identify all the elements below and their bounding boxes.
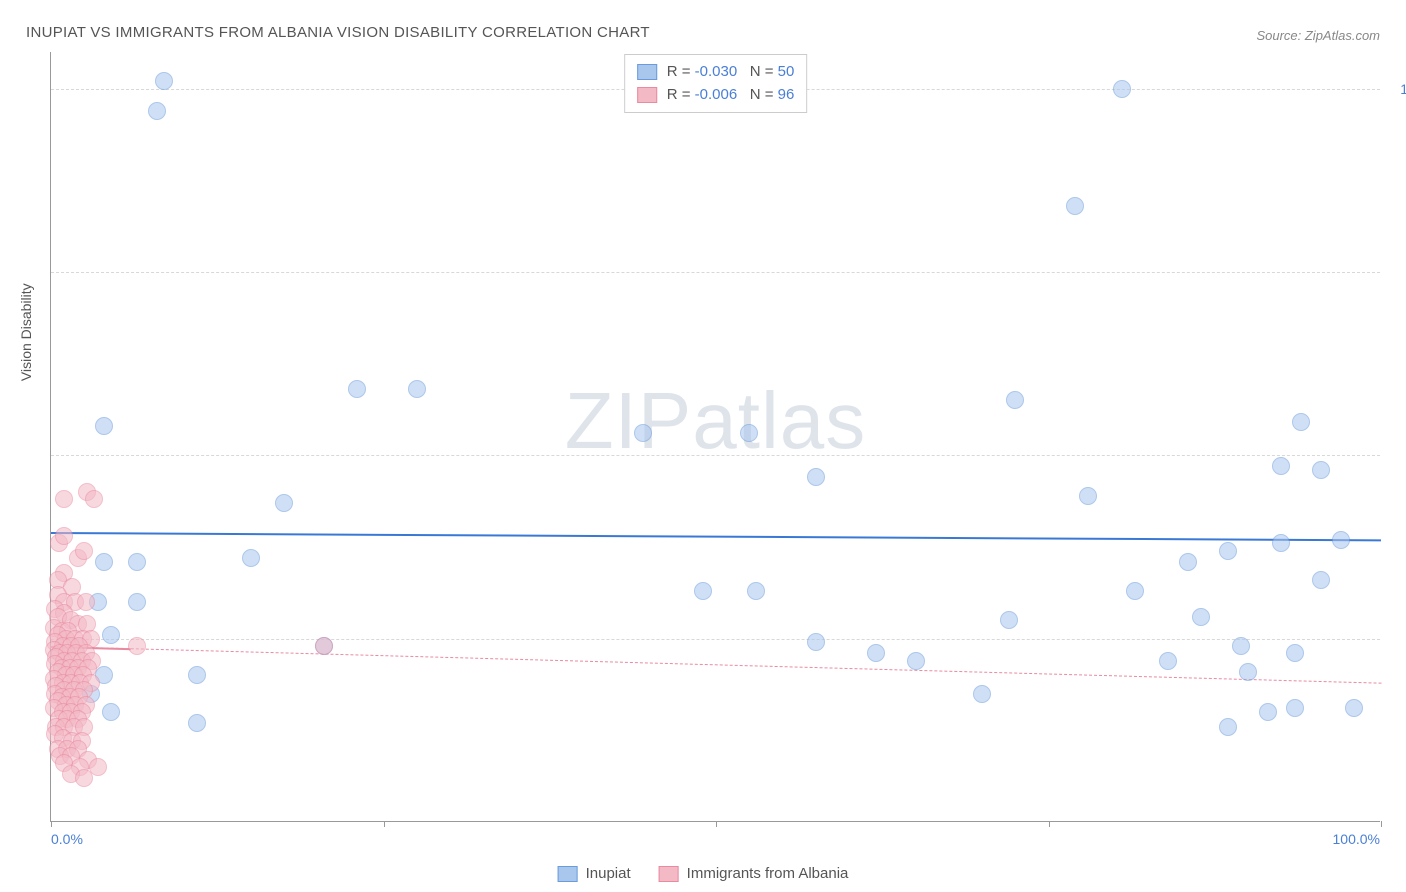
stats-row: R = -0.006 N = 96 [637,84,795,107]
data-point [242,549,260,567]
data-point [907,652,925,670]
data-point [275,494,293,512]
x-tick [1049,821,1050,827]
legend-swatch [637,87,657,103]
data-point [85,490,103,508]
data-point [1332,531,1350,549]
data-point [148,102,166,120]
data-point [1192,608,1210,626]
legend-item: Immigrants from Albania [659,865,849,882]
legend-item: Inupiat [558,865,631,882]
stats-legend: R = -0.030 N = 50R = -0.006 N = 96 [624,54,808,113]
trend-line [51,646,1381,684]
legend-label: Immigrants from Albania [687,865,849,882]
data-point [128,553,146,571]
plot-area: ZIPatlas 2.5%5.0%7.5%10.0%0.0%100.0%R = … [50,52,1380,822]
source-label: Source: ZipAtlas.com [1256,28,1380,43]
stats-row: R = -0.030 N = 50 [637,61,795,84]
data-point [1286,644,1304,662]
data-point [1272,457,1290,475]
y-tick-label: 2.5% [1385,631,1406,647]
gridline [51,455,1380,456]
data-point [1159,652,1177,670]
data-point [1219,718,1237,736]
data-point [75,769,93,787]
legend-bottom: Inupiat Immigrants from Albania [558,865,849,882]
legend-label: Inupiat [586,865,631,882]
data-point [1179,553,1197,571]
data-point [1113,80,1131,98]
x-tick [716,821,717,827]
data-point [1292,413,1310,431]
data-point [55,527,73,545]
data-point [95,417,113,435]
data-point [1259,703,1277,721]
data-point [75,542,93,560]
data-point [1219,542,1237,560]
data-point [1126,582,1144,600]
data-point [1312,571,1330,589]
data-point [1000,611,1018,629]
chart-title: INUPIAT VS IMMIGRANTS FROM ALBANIA VISIO… [26,24,650,41]
x-tick [51,821,52,827]
data-point [155,72,173,90]
legend-swatch [637,64,657,80]
y-axis-label: Vision Disability [18,283,34,381]
data-point [1272,534,1290,552]
stats-text: R = -0.030 N = 50 [667,61,795,84]
x-axis-left-label: 0.0% [51,831,83,847]
data-point [188,714,206,732]
data-point [1345,699,1363,717]
data-point [348,380,366,398]
data-point [315,637,333,655]
gridline [51,272,1380,273]
data-point [128,593,146,611]
watermark: ZIPatlas [565,375,866,467]
data-point [973,685,991,703]
trend-line [51,532,1381,541]
data-point [747,582,765,600]
data-point [55,490,73,508]
data-point [740,424,758,442]
y-tick-label: 10.0% [1385,81,1406,97]
data-point [102,626,120,644]
gridline [51,639,1380,640]
data-point [867,644,885,662]
data-point [1006,391,1024,409]
data-point [1232,637,1250,655]
data-point [694,582,712,600]
x-tick [1381,821,1382,827]
data-point [188,666,206,684]
data-point [77,593,95,611]
data-point [1066,197,1084,215]
x-axis-right-label: 100.0% [1333,831,1380,847]
data-point [128,637,146,655]
data-point [1239,663,1257,681]
y-tick-label: 5.0% [1385,447,1406,463]
data-point [408,380,426,398]
stats-text: R = -0.006 N = 96 [667,84,795,107]
data-point [807,468,825,486]
data-point [634,424,652,442]
x-tick [384,821,385,827]
y-tick-label: 7.5% [1385,264,1406,280]
data-point [1286,699,1304,717]
legend-swatch [558,866,578,882]
data-point [1079,487,1097,505]
legend-swatch [659,866,679,882]
data-point [1312,461,1330,479]
data-point [102,703,120,721]
data-point [95,553,113,571]
data-point [807,633,825,651]
